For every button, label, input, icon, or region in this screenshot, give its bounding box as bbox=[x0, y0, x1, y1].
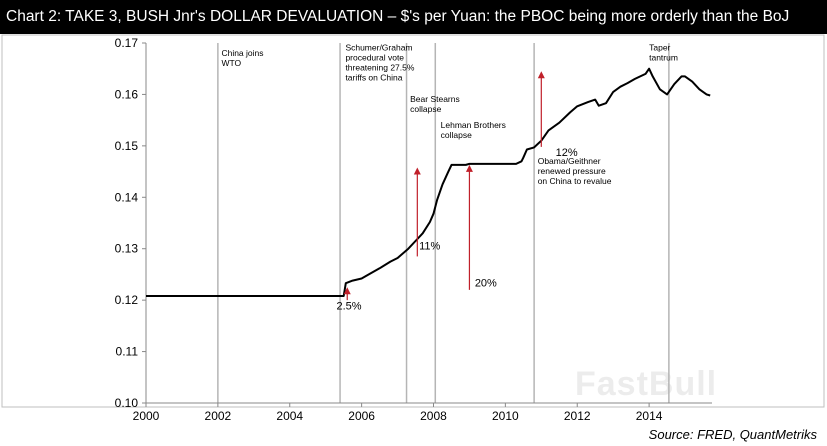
x-tick-label: 2000 bbox=[133, 409, 160, 423]
event-annotation: Obama/Geithner renewed pressure on China t… bbox=[538, 156, 612, 186]
x-tick-label: 2012 bbox=[564, 409, 591, 423]
chart-frame bbox=[1, 34, 825, 408]
event-annotation-line: tantrum bbox=[649, 53, 678, 63]
series-line bbox=[146, 67, 711, 297]
change-arrow-head bbox=[537, 71, 545, 79]
event-annotation-line: tariffs on China bbox=[345, 73, 402, 83]
x-tick-label: 2014 bbox=[636, 409, 663, 423]
x-tick-label: 2006 bbox=[348, 409, 375, 423]
event-annotation-line: on China to revalue bbox=[538, 176, 612, 186]
change-label: 20% bbox=[475, 277, 497, 289]
y-tick-label: 0.14 bbox=[115, 190, 139, 204]
event-annotation: Bear Stearns collapse bbox=[410, 94, 460, 114]
y-tick-label: 0.11 bbox=[116, 345, 139, 359]
y-tick-label: 0.10 bbox=[115, 396, 139, 410]
event-annotation-line: Schumer/Graham bbox=[345, 43, 412, 53]
event-annotation-line: collapse bbox=[441, 130, 472, 140]
event-annotation-line: Obama/Geithner bbox=[538, 156, 601, 166]
change-label: 11% bbox=[419, 241, 440, 253]
event-annotation-line: Taper bbox=[649, 43, 670, 53]
watermark: FastBull bbox=[575, 365, 718, 403]
x-tick-label: 2002 bbox=[205, 409, 232, 423]
event-annotation: Taper tantrum bbox=[649, 43, 678, 63]
change-arrow-head bbox=[343, 287, 351, 295]
line-chart: 0.10 0.11 0.12 0.13 0.14 0.15 0.16 0.17 2000 2002… bbox=[1, 34, 825, 423]
change-arrow-head bbox=[465, 164, 473, 172]
chart-title: Chart 2: TAKE 3, BUSH Jnr's DOLLAR DEVAL… bbox=[0, 0, 827, 34]
event-annotation: China joins WTO bbox=[221, 48, 263, 68]
event-annotations: China joins WTO Schumer/Graham procedural v… bbox=[221, 43, 677, 186]
event-annotation: Lehman Brothers collapse bbox=[441, 120, 506, 140]
y-tick-label: 0.15 bbox=[115, 139, 139, 153]
change-arrow-head bbox=[413, 167, 421, 175]
change-label: 12% bbox=[556, 147, 578, 159]
y-tick-label: 0.16 bbox=[115, 87, 139, 101]
event-annotation-line: Bear Stearns bbox=[410, 94, 460, 104]
event-annotation-line: threatening 27.5% bbox=[345, 63, 414, 73]
x-tick-label: 2010 bbox=[492, 409, 519, 423]
event-annotation-line: procedural vote bbox=[345, 53, 404, 63]
y-tick-label: 0.12 bbox=[115, 293, 139, 307]
event-annotation-line: Lehman Brothers bbox=[441, 120, 506, 130]
y-tick-label: 0.13 bbox=[115, 242, 139, 256]
axes: 0.10 0.11 0.12 0.13 0.14 0.15 0.16 0.17 2000 2002… bbox=[115, 36, 712, 423]
change-label: 2.5% bbox=[336, 300, 361, 312]
event-annotation-line: WTO bbox=[221, 58, 241, 68]
event-lines bbox=[217, 43, 670, 403]
x-tick-label: 2008 bbox=[420, 409, 447, 423]
event-annotation-line: China joins bbox=[221, 48, 263, 58]
event-annotation: Schumer/Graham procedural vote threatening… bbox=[345, 43, 414, 83]
event-annotation-line: renewed pressure bbox=[538, 166, 606, 176]
x-tick-label: 2004 bbox=[276, 409, 303, 423]
series-group bbox=[146, 67, 711, 297]
source-note: Source: FRED, QuantMetriks bbox=[648, 427, 817, 442]
y-tick-label: 0.17 bbox=[115, 36, 139, 50]
change-arrows: 2.5% 11% 20% 12% bbox=[336, 71, 578, 312]
event-annotation-line: collapse bbox=[410, 104, 441, 114]
